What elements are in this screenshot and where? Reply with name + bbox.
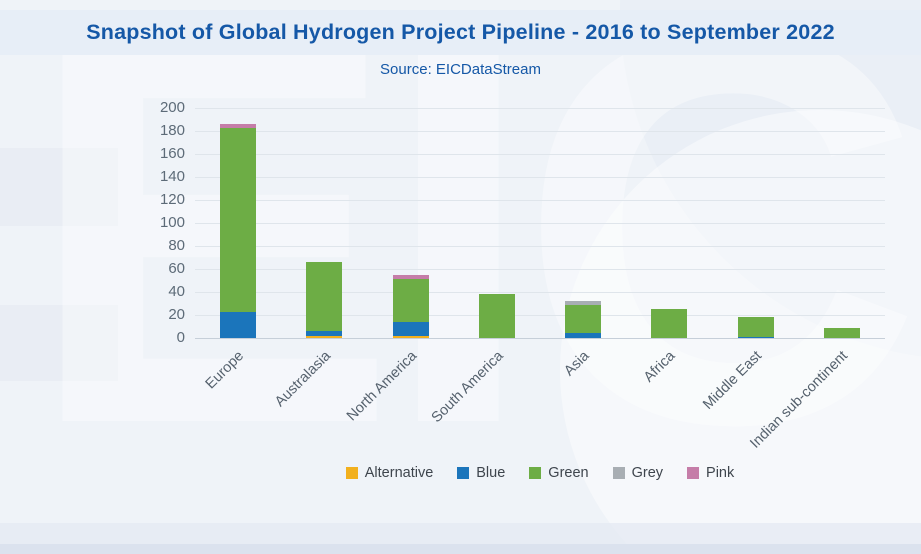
x-tick-label: Australasia [271, 348, 334, 411]
bar-column-asia [540, 108, 626, 338]
bars-area [195, 108, 885, 338]
bar-segment-green [823, 327, 860, 338]
bar-segment-blue [306, 331, 343, 336]
bar-column-middle-east [713, 108, 799, 338]
bar-segment-blue [392, 321, 429, 336]
y-tick-label: 180 [159, 122, 185, 139]
bar-stack [306, 262, 343, 338]
legend-item-pink: Pink [687, 465, 734, 481]
gridline [195, 200, 885, 201]
gridline [195, 269, 885, 270]
watermark-letter-fragment [0, 305, 118, 381]
bar-column-africa [626, 108, 712, 338]
legend-item-green: Green [529, 465, 589, 481]
bar-segment-green [737, 317, 774, 337]
bar-segment-green [651, 309, 688, 338]
y-tick-label: 200 [159, 99, 185, 116]
bar-stack [737, 317, 774, 338]
eic-watermark: EIC [25, 0, 921, 540]
x-tick-label: Indian sub-continent [747, 348, 852, 452]
chart-title: Snapshot of Global Hydrogen Project Pipe… [86, 20, 835, 44]
bar-stack [478, 294, 515, 338]
footer-band-dark [0, 544, 921, 554]
legend: Alternative Blue Green Grey Pink [195, 465, 885, 481]
gridline [195, 338, 885, 339]
legend-swatch-icon [345, 467, 358, 479]
gridline [195, 177, 885, 178]
bar-column-europe [195, 108, 281, 338]
x-tick-label: South America [428, 348, 507, 427]
legend-label: Green [548, 465, 589, 481]
legend-label: Alternative [364, 465, 434, 481]
legend-swatch-icon [529, 467, 542, 479]
x-tick-label: Africa [641, 348, 679, 386]
bar-segment-alternative [392, 335, 429, 338]
legend-swatch-icon [687, 467, 700, 479]
y-tick-label: 60 [168, 260, 185, 277]
bar-stack [823, 327, 860, 338]
source-label: Source: EICDataStream [380, 61, 541, 78]
bar-segment-green [392, 279, 429, 322]
bar-stack [565, 301, 602, 338]
y-tick-label: 0 [176, 329, 185, 346]
y-tick-label: 120 [159, 191, 185, 208]
bar-stack [220, 124, 257, 338]
legend-swatch-icon [612, 467, 625, 479]
legend-item-grey: Grey [612, 465, 664, 481]
bar-stack [651, 309, 688, 338]
gridline [195, 292, 885, 293]
x-tick-label: Europe [203, 348, 248, 393]
footer-band [0, 523, 921, 544]
bar-segment-green [220, 127, 257, 312]
y-tick-label: 140 [159, 168, 185, 185]
bar-segment-alternative [306, 335, 343, 338]
legend-item-blue: Blue [457, 465, 505, 481]
gridline [195, 108, 885, 109]
x-tick-label: Middle East [700, 348, 765, 413]
bar-segment-blue [565, 333, 602, 338]
y-tick-label: 40 [168, 283, 185, 300]
bar-column-north-america [368, 108, 454, 338]
legend-item-alternative: Alternative [345, 465, 434, 481]
x-tick-label: North America [343, 348, 420, 425]
y-tick-label: 20 [168, 306, 185, 323]
bar-segment-pink [220, 124, 257, 128]
gridline [195, 154, 885, 155]
bar-column-south-america [454, 108, 540, 338]
y-tick-label: 80 [168, 237, 185, 254]
watermark-letter-fragment [0, 148, 118, 226]
bar-segment-green [478, 294, 515, 338]
x-tick-label: Asia [561, 348, 593, 380]
bar-stack [392, 274, 429, 338]
title-banner: Snapshot of Global Hydrogen Project Pipe… [0, 10, 921, 55]
gridline [195, 315, 885, 316]
bar-segment-blue [737, 336, 774, 338]
bar-segment-green [306, 262, 343, 332]
y-tick-label: 100 [159, 214, 185, 231]
legend-label: Blue [476, 465, 506, 481]
bar-segment-blue [220, 311, 257, 338]
bar-segment-green [565, 304, 602, 334]
legend-label: Grey [631, 465, 664, 481]
bar-segment-grey [565, 301, 602, 305]
gridline [195, 131, 885, 132]
legend-label: Pink [706, 465, 735, 481]
gridline [195, 246, 885, 247]
bar-column-australasia [281, 108, 367, 338]
bar-column-indian-sub-continent [799, 108, 885, 338]
legend-swatch-icon [457, 467, 470, 479]
y-tick-label: 160 [159, 145, 185, 162]
bar-segment-pink [392, 274, 429, 280]
gridline [195, 223, 885, 224]
